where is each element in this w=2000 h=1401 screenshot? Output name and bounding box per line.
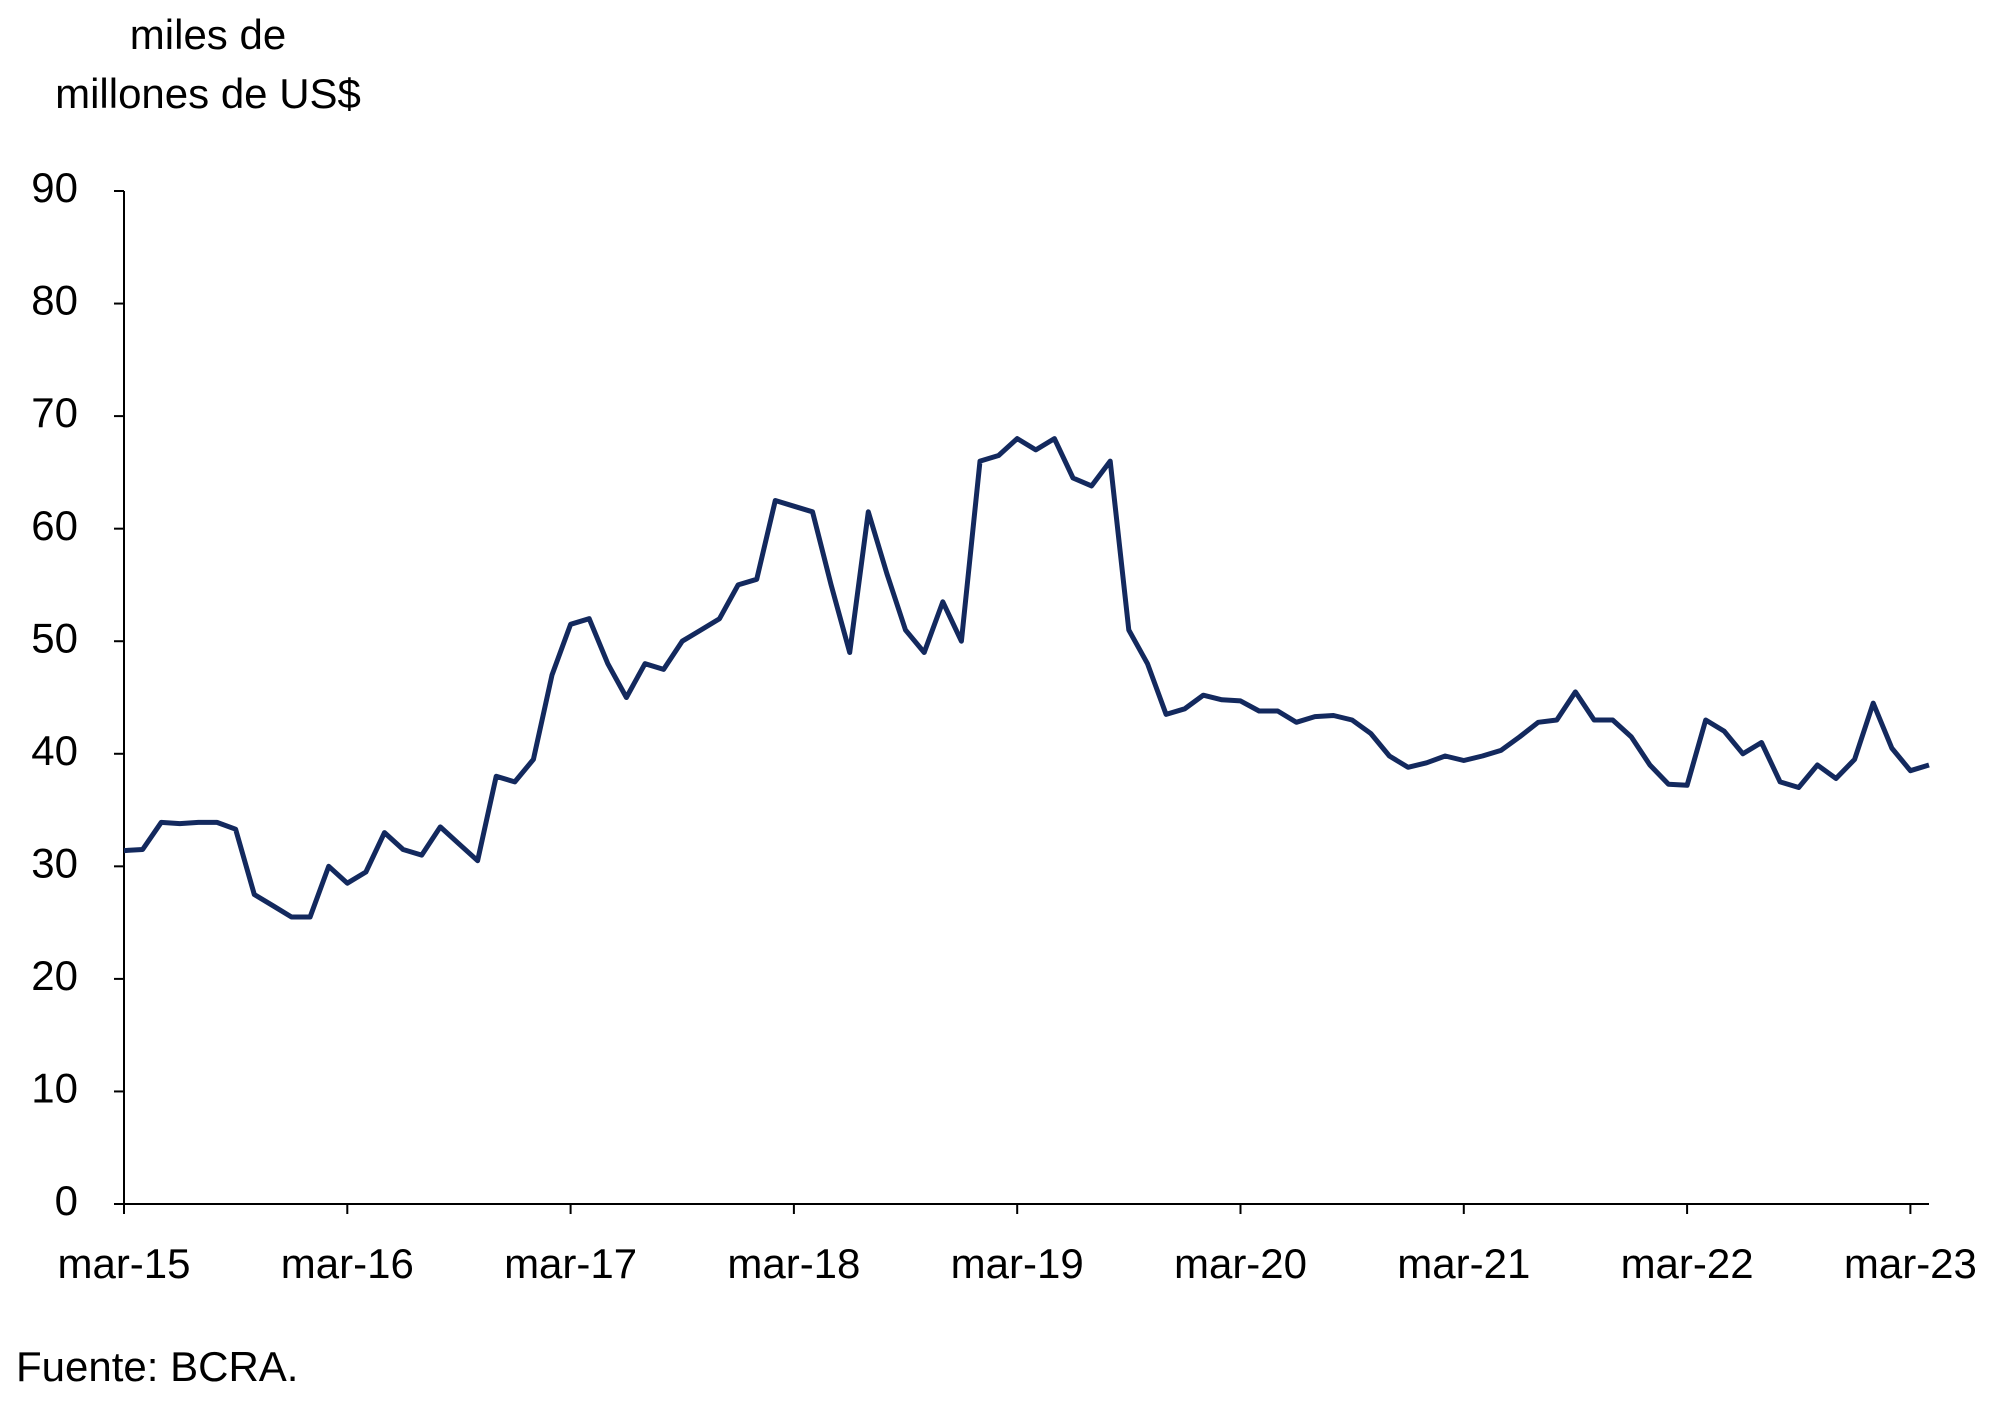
y-tick-label: 30 [31,839,78,886]
y-tick-label: 20 [31,952,78,999]
x-tick-label: mar-18 [727,1240,860,1287]
source-note: Fuente: BCRA. [16,1343,298,1390]
x-tick-label: mar-19 [951,1240,1084,1287]
x-tick-label: mar-23 [1844,1240,1977,1287]
y-tick-label: 90 [31,164,78,211]
y-axis-label: miles de [130,11,286,58]
data-line [123,436,1930,920]
x-tick-label: mar-21 [1397,1240,1530,1287]
y-tick-label: 50 [31,614,78,661]
x-tick-label: mar-16 [281,1240,414,1287]
y-tick-label: 60 [31,502,78,549]
x-tick-label: mar-22 [1621,1240,1754,1287]
y-tick-label: 10 [31,1065,78,1112]
y-tick-label: 80 [31,277,78,324]
y-tick-label: 40 [31,727,78,774]
y-axis-label: millones de US$ [55,70,361,117]
x-tick-label: mar-17 [504,1240,637,1287]
y-tick-label: 70 [31,389,78,436]
y-tick-label: 0 [55,1177,78,1224]
x-tick-label: mar-20 [1174,1240,1307,1287]
x-tick-label: mar-15 [57,1240,190,1287]
